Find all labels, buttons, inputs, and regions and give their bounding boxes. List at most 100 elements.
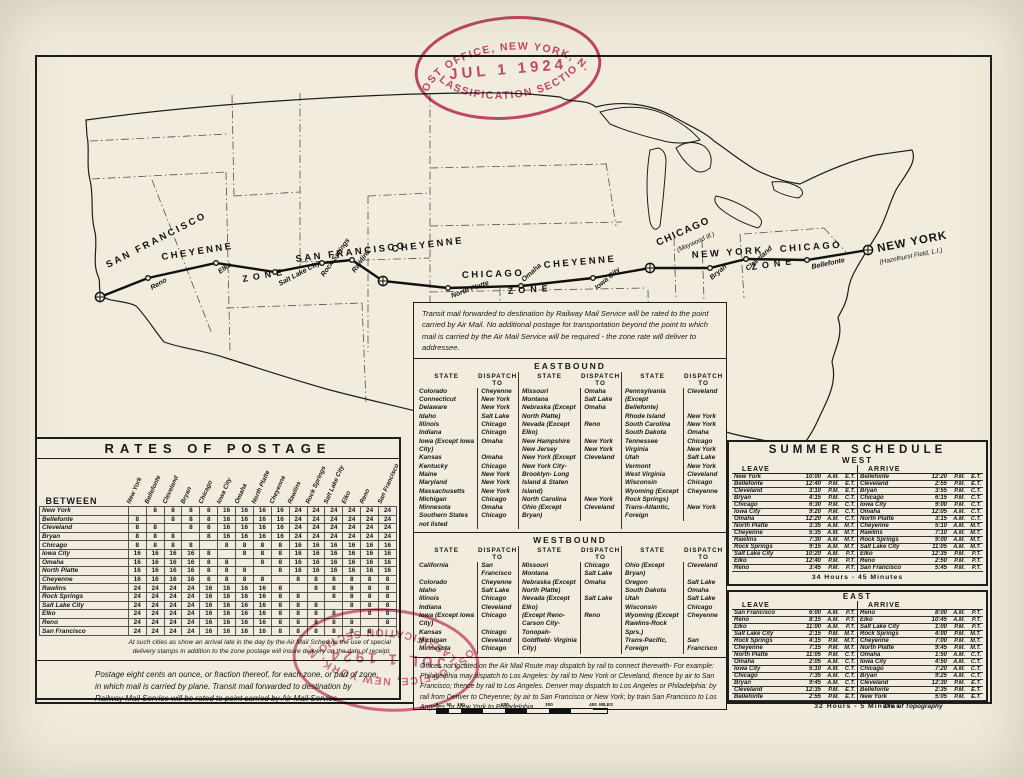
schedule-row: Bryan 9:45 A.M. C.T. [732, 680, 857, 687]
map-label: NEW YORK [691, 245, 764, 261]
rate-cell: 16 [288, 557, 308, 568]
schedule-ampm: A.M. [827, 673, 839, 679]
rate-cell: 16 [217, 626, 237, 636]
state-header: STATE [434, 372, 459, 380]
eastbound-title: EASTBOUND [534, 360, 606, 371]
rate-cell: 24 [145, 600, 165, 611]
rates-col-header-rot: Bryan [180, 460, 199, 506]
rates-row: Salt Lake City 24 24 24 24 16 16 16 16 8 8 8 8 8 8 [39, 600, 397, 611]
schedule-time: 8:15 [808, 617, 821, 623]
rate-cell: 8 [235, 540, 254, 550]
schedule-timezone: E.T. [845, 474, 855, 480]
rate-cell: 24 [163, 609, 183, 619]
schedule-time: 7:20 [934, 666, 947, 672]
rates-row-label: Bellefonte [39, 514, 129, 525]
rate-cell: 16 [342, 540, 362, 550]
rates-col-header: San Francisco [376, 460, 400, 507]
schedule-ampm: P.M. [828, 495, 839, 501]
rate-cell: 8 [181, 523, 201, 533]
dispatch-cell: New York [683, 445, 724, 455]
scale-bar-segments [436, 708, 608, 714]
rate-cell: 24 [288, 506, 308, 516]
schedule-row: Bellefonte 12:20 P.M. E.T. [858, 474, 983, 481]
schedule-ampm: A.M. [827, 474, 839, 480]
schedule-time: 5:45 [934, 565, 947, 571]
schedule-timezone: C.T. [844, 502, 855, 508]
dispatch-group: STATE DISPATCH TO Pennsylvania (Except Bel… [621, 371, 724, 530]
schedule-ampm: P.M. [954, 624, 965, 630]
rate-cell: 8 [324, 574, 344, 585]
schedule-timezone: C.T. [844, 666, 855, 672]
leave-column: LEAVE San Francisco 6:00 A.M. P.T. Reno 8:15 A.… [732, 601, 857, 701]
schedule-ampm: A.M. [953, 610, 965, 616]
rate-cell: 16 [199, 626, 219, 636]
rate-cell [145, 514, 165, 525]
rate-cell: 8 [342, 574, 362, 585]
rates-row: Bellefonte 8 8 8 8 16 16 16 16 24 24 24 24 24 24 [39, 514, 397, 525]
rates-row-label: Cheyenne [39, 574, 129, 585]
rates-table: BETWEEN New York Bellefonte Cleveland Bryan C… [39, 460, 400, 636]
dispatch-cell: Cleveland [477, 603, 518, 613]
rate-cell: 8 [199, 506, 219, 516]
state-cell: Missouri [522, 387, 549, 395]
schedule-city: Cleveland [860, 481, 889, 487]
state-cell: Utah [625, 595, 640, 603]
rate-cell: 24 [360, 523, 380, 533]
rate-cell: 16 [342, 566, 362, 576]
rates-row-label: Bryan [39, 531, 129, 542]
rate-cell: 8 [217, 574, 237, 585]
state-cell: Maine [419, 470, 438, 478]
summer-schedule-title: SUMMER SCHEDULE [768, 444, 947, 456]
rate-cell: 16 [181, 566, 201, 576]
rate-cell: 16 [252, 506, 272, 516]
rate-cell: 24 [163, 583, 183, 593]
rate-cell: 16 [163, 557, 183, 568]
rate-cell: 8 [163, 540, 183, 550]
rates-col-name: New York [125, 476, 144, 505]
west-total-time: 34 Hours - 45 Minutes [811, 574, 904, 581]
rates-note-postage: Postage eight cents an ounce, or fractio… [95, 669, 379, 704]
schedule-row: Cleveland 2:55 P.M. E.T. [858, 481, 983, 488]
rates-col-name: Elko [340, 489, 353, 505]
rates-row: Omaha 16 16 16 16 8 8 8 8 16 16 16 16 16 16 [39, 557, 397, 568]
rates-row: North Platte 16 16 16 16 8 8 8 8 16 16 16 16 16 16 [39, 566, 397, 576]
rate-cell: 16 [217, 506, 237, 516]
schedule-timezone: M.T. [844, 645, 855, 651]
rate-cell: 16 [324, 540, 344, 550]
stop-iowa-city [590, 275, 596, 281]
schedule-timezone: C.T. [970, 502, 981, 508]
dispatch-cell: New York [683, 420, 724, 430]
schedule-timezone: C.T. [844, 673, 855, 679]
state-cell: Utah [625, 454, 640, 462]
stop-reno [145, 275, 151, 281]
rate-cell: 24 [378, 514, 397, 525]
state-cell: Vermont [625, 462, 651, 470]
rate-cell: 24 [306, 531, 326, 542]
state-cell: New Hampshire [522, 437, 570, 445]
schedule-ampm: A.M. [953, 516, 965, 522]
stop-label: Reno [150, 277, 169, 292]
schedule-ampm: P.M. [954, 687, 965, 693]
rate-cell: 16 [235, 591, 254, 602]
schedule-city: Cleveland [860, 680, 889, 686]
stop-rawlins [349, 257, 355, 263]
schedule-ampm: P.M. [828, 509, 839, 515]
state-cell: South Dakota [625, 587, 667, 595]
schedule-time: 3:15 [934, 516, 947, 522]
rate-cell [181, 531, 201, 542]
schedule-timezone: M.T. [844, 530, 855, 536]
rate-cell: 16 [252, 523, 272, 533]
schedule-city: Reno [860, 558, 875, 564]
rates-row-label: Reno [39, 617, 129, 628]
schedule-time: 9:20 [808, 509, 821, 515]
schedule-ampm: P.M. [954, 638, 965, 644]
rate-cell: 8 [270, 583, 290, 593]
rate-cell: 24 [181, 617, 201, 628]
map-label: CHEYENNE [161, 241, 235, 263]
schedule-timezone: E.T. [971, 474, 981, 480]
schedule-city: Cheyenne [734, 645, 763, 651]
schedule-row: North Platte 11:05 P.M. C.T. [732, 652, 857, 659]
rate-cell: 16 [252, 583, 272, 593]
schedule-ampm: A.M. [827, 537, 839, 543]
rate-cell: 8 [181, 540, 201, 550]
